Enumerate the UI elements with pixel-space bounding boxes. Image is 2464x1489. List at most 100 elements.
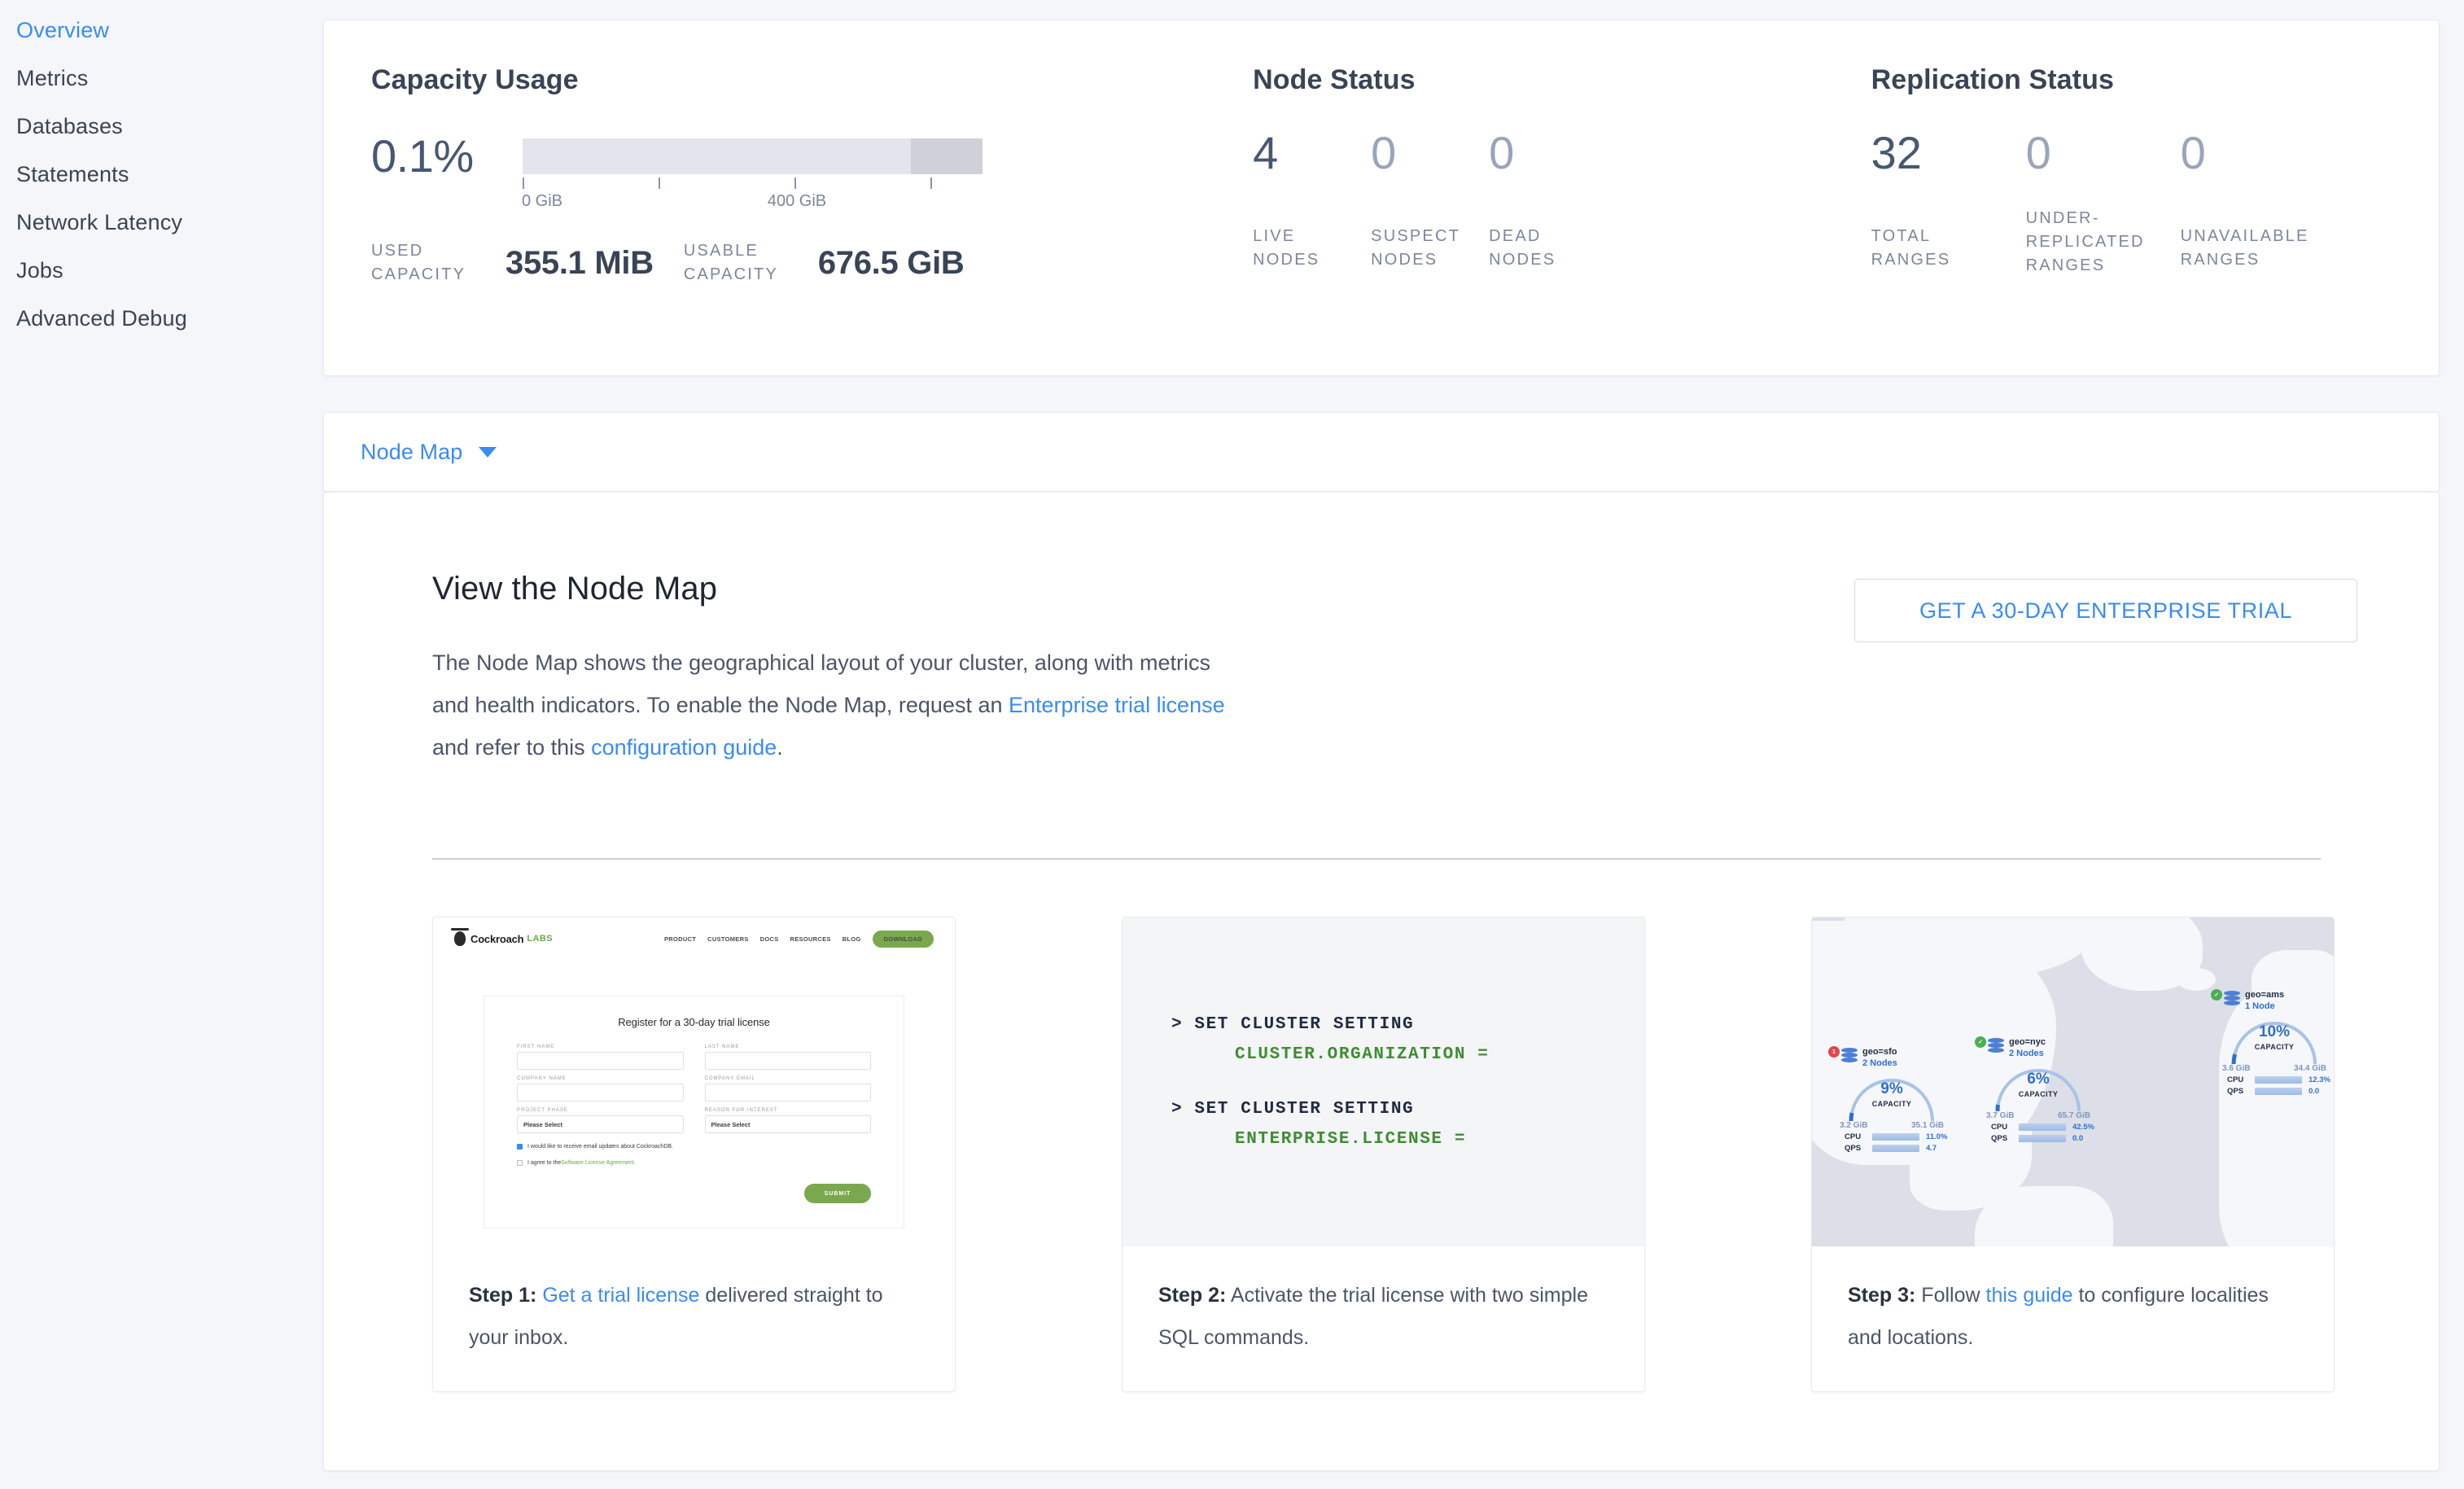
cluster-geo-ams[interactable]: ✓ geo=ams 1 Node [2211, 989, 2331, 1096]
sidebar-item-advanced-debug[interactable]: Advanced Debug [16, 306, 187, 331]
live-nodes-label: LIVE NODES [1253, 227, 1320, 269]
cluster-node-count: 2 Nodes [2009, 1049, 2044, 1058]
step-3-rest: to configure localities and locations. [1848, 1284, 2269, 1349]
gauge-minmax: 3.6 GiB 34.4 GiB [2222, 1064, 2326, 1073]
get-trial-license-link[interactable]: Get a trial license [542, 1284, 700, 1307]
sparkline-icon [2255, 1076, 2302, 1084]
main-content: Capacity Usage 0.1% 0 GiB 400 GiB [323, 0, 2464, 1489]
nav-link-product: PRODUCT [663, 935, 697, 943]
enterprise-trial-license-link[interactable]: Enterprise trial license [1009, 693, 1225, 717]
promo-description: The Node Map shows the geographical layo… [432, 642, 1246, 769]
total-ranges-label: TOTAL RANGES [1871, 227, 1951, 269]
node-map-preview: 1 geo=sfo 2 Nodes [1812, 917, 2334, 1246]
configuration-guide-link[interactable]: configuration guide [591, 735, 777, 760]
axis-tick [523, 177, 524, 189]
cpu-value: 42.5% [2072, 1123, 2094, 1132]
landmass-south-america [1975, 1186, 2113, 1246]
nav-link-customers: CUSTOMERS [707, 935, 749, 943]
cluster-node-count: 2 Nodes [1862, 1058, 1897, 1068]
cpu-value: 11.0% [1926, 1132, 1948, 1141]
qps-metric: QPS 0.0 [1991, 1134, 2094, 1143]
live-nodes-value: 4 [1253, 127, 1279, 178]
promo-copy: View the Node Map The Node Map shows the… [432, 571, 1246, 769]
nav-link-blog: BLOG [842, 935, 861, 943]
form-field-last-name: LAST NAME [704, 1044, 871, 1070]
checkbox-icon [517, 1144, 523, 1150]
cluster-geo-nyc[interactable]: ✓ geo=nyc 2 Nodes [1975, 1036, 2094, 1143]
dead-nodes-stat: 0 DEAD NODES [1489, 129, 1607, 269]
cluster-summary-panel: Capacity Usage 0.1% 0 GiB 400 GiB [323, 20, 2440, 376]
healthy-badge-icon: ✓ [2211, 989, 2222, 1001]
cpu-label: CPU [1991, 1123, 2008, 1132]
gauge-caption: CAPACITY [2254, 1043, 2295, 1051]
email-updates-checkbox-row: I would like to receive email updates ab… [517, 1144, 871, 1150]
sql-command-line: > SET CLUSTER SETTING [1171, 1100, 1415, 1119]
sql-setting-line: ENTERPRISE.LICENSE = [1235, 1130, 1467, 1149]
cockroach-labs-logo: Cockroach LABS [451, 928, 553, 946]
field-select: Please Select [517, 1115, 684, 1133]
usable-capacity-label: USABLE CAPACITY [683, 242, 778, 283]
chevron-down-icon [479, 446, 497, 458]
sidebar-item-jobs[interactable]: Jobs [16, 258, 63, 282]
this-guide-link[interactable]: this guide [1985, 1284, 2073, 1307]
cpu-label: CPU [2227, 1075, 2244, 1084]
step-3-rest-prefix: Follow [1915, 1284, 1986, 1307]
signup-form-title: Register for a 30-day trial license [618, 1016, 770, 1028]
qps-metric: QPS 4.7 [1845, 1144, 1947, 1153]
suspect-nodes-label: SUSPECT NODES [1371, 227, 1460, 269]
sql-snippet-media: > SET CLUSTER SETTING CLUSTER.ORGANIZATI… [1123, 917, 1644, 1246]
step-2-prefix: Step 2: [1158, 1284, 1227, 1307]
axis-tick-label: 0 GiB [521, 192, 563, 210]
desc-text-1: The Node Map shows the geographical layo… [432, 650, 1210, 717]
capacity-bar [523, 138, 983, 174]
brand-name: Cockroach [470, 932, 524, 945]
cpu-metric: CPU 11.0% [1845, 1132, 1947, 1141]
view-selector-panel: Node Map [323, 412, 2440, 492]
cpu-metric: CPU 12.3% [2227, 1075, 2331, 1084]
live-nodes-stat: 4 LIVE NODES [1253, 127, 1371, 269]
usable-capacity-stat: USABLE CAPACITY 676.5 GiB [684, 239, 965, 287]
axis-tick [794, 177, 796, 189]
desc-text-3: . [777, 735, 783, 760]
get-enterprise-trial-button[interactable]: GET A 30-DAY ENTERPRISE TRIAL [1854, 579, 2357, 642]
license-agreement-checkbox-row: I agree to the Software License Agreemen… [517, 1160, 871, 1166]
usable-capacity-value: 676.5 GiB [817, 244, 965, 281]
sparkline-icon [1872, 1145, 1919, 1152]
sidebar-item-metrics[interactable]: Metrics [16, 66, 89, 90]
step-3-prefix: Step 3: [1848, 1284, 1916, 1307]
sidebar-item-statements[interactable]: Statements [16, 162, 129, 186]
qps-metric: QPS 0.0 [2227, 1087, 2331, 1096]
step-card-3: 1 geo=sfo 2 Nodes [1811, 917, 2335, 1392]
capacity-used: 3.7 GiB [1986, 1111, 2015, 1120]
sidebar-item-overview[interactable]: Overview [16, 18, 110, 42]
cockroach-icon [451, 928, 469, 946]
gauge-arc-icon [1849, 1079, 1934, 1122]
sidebar-item-databases[interactable]: Databases [16, 114, 123, 138]
field-label: REASON FOR INTEREST [704, 1108, 778, 1113]
field-input [704, 1052, 871, 1070]
axis-tick-label: 400 GiB [767, 192, 827, 210]
field-label: COMPANY NAME [517, 1076, 567, 1081]
healthy-badge-icon: ✓ [1975, 1036, 1986, 1048]
cluster-geo-sfo[interactable]: 1 geo=sfo 2 Nodes [1828, 1046, 1947, 1153]
gauge-arc-icon [2231, 1022, 2317, 1065]
qps-label: QPS [1991, 1134, 2008, 1143]
sidebar-item-network-latency[interactable]: Network Latency [16, 210, 183, 234]
field-label: PROJECT PHASE [517, 1108, 568, 1113]
capacity-usage-title: Capacity Usage [371, 64, 579, 95]
field-label: LAST NAME [704, 1044, 740, 1049]
field-select: Please Select [704, 1115, 871, 1133]
gauge-caption: CAPACITY [1871, 1100, 1912, 1108]
screenshot-nav-links: PRODUCT CUSTOMERS DOCS RESOURCES BLOG DO… [663, 930, 934, 948]
sql-setting-line: CLUSTER.ORGANIZATION = [1235, 1045, 1490, 1064]
screenshot-navbar: Cockroach LABS PRODUCT CUSTOMERS DOCS RE… [433, 917, 955, 960]
sql-spacer [1171, 1064, 1595, 1100]
capacity-used: 3.6 GiB [2222, 1064, 2251, 1073]
capacity-total: 34.4 GiB [2293, 1064, 2326, 1073]
unavailable-ranges-label: UNAVAILABLE RANGES [2180, 227, 2309, 269]
sparkline-icon [2019, 1135, 2066, 1142]
download-button: DOWNLOAD [872, 930, 934, 948]
gauge-caption: CAPACITY [2018, 1090, 2059, 1098]
node-map-dropdown[interactable]: Node Map [361, 440, 497, 465]
steps-card-list: Cockroach LABS PRODUCT CUSTOMERS DOCS RE… [432, 917, 2357, 1392]
